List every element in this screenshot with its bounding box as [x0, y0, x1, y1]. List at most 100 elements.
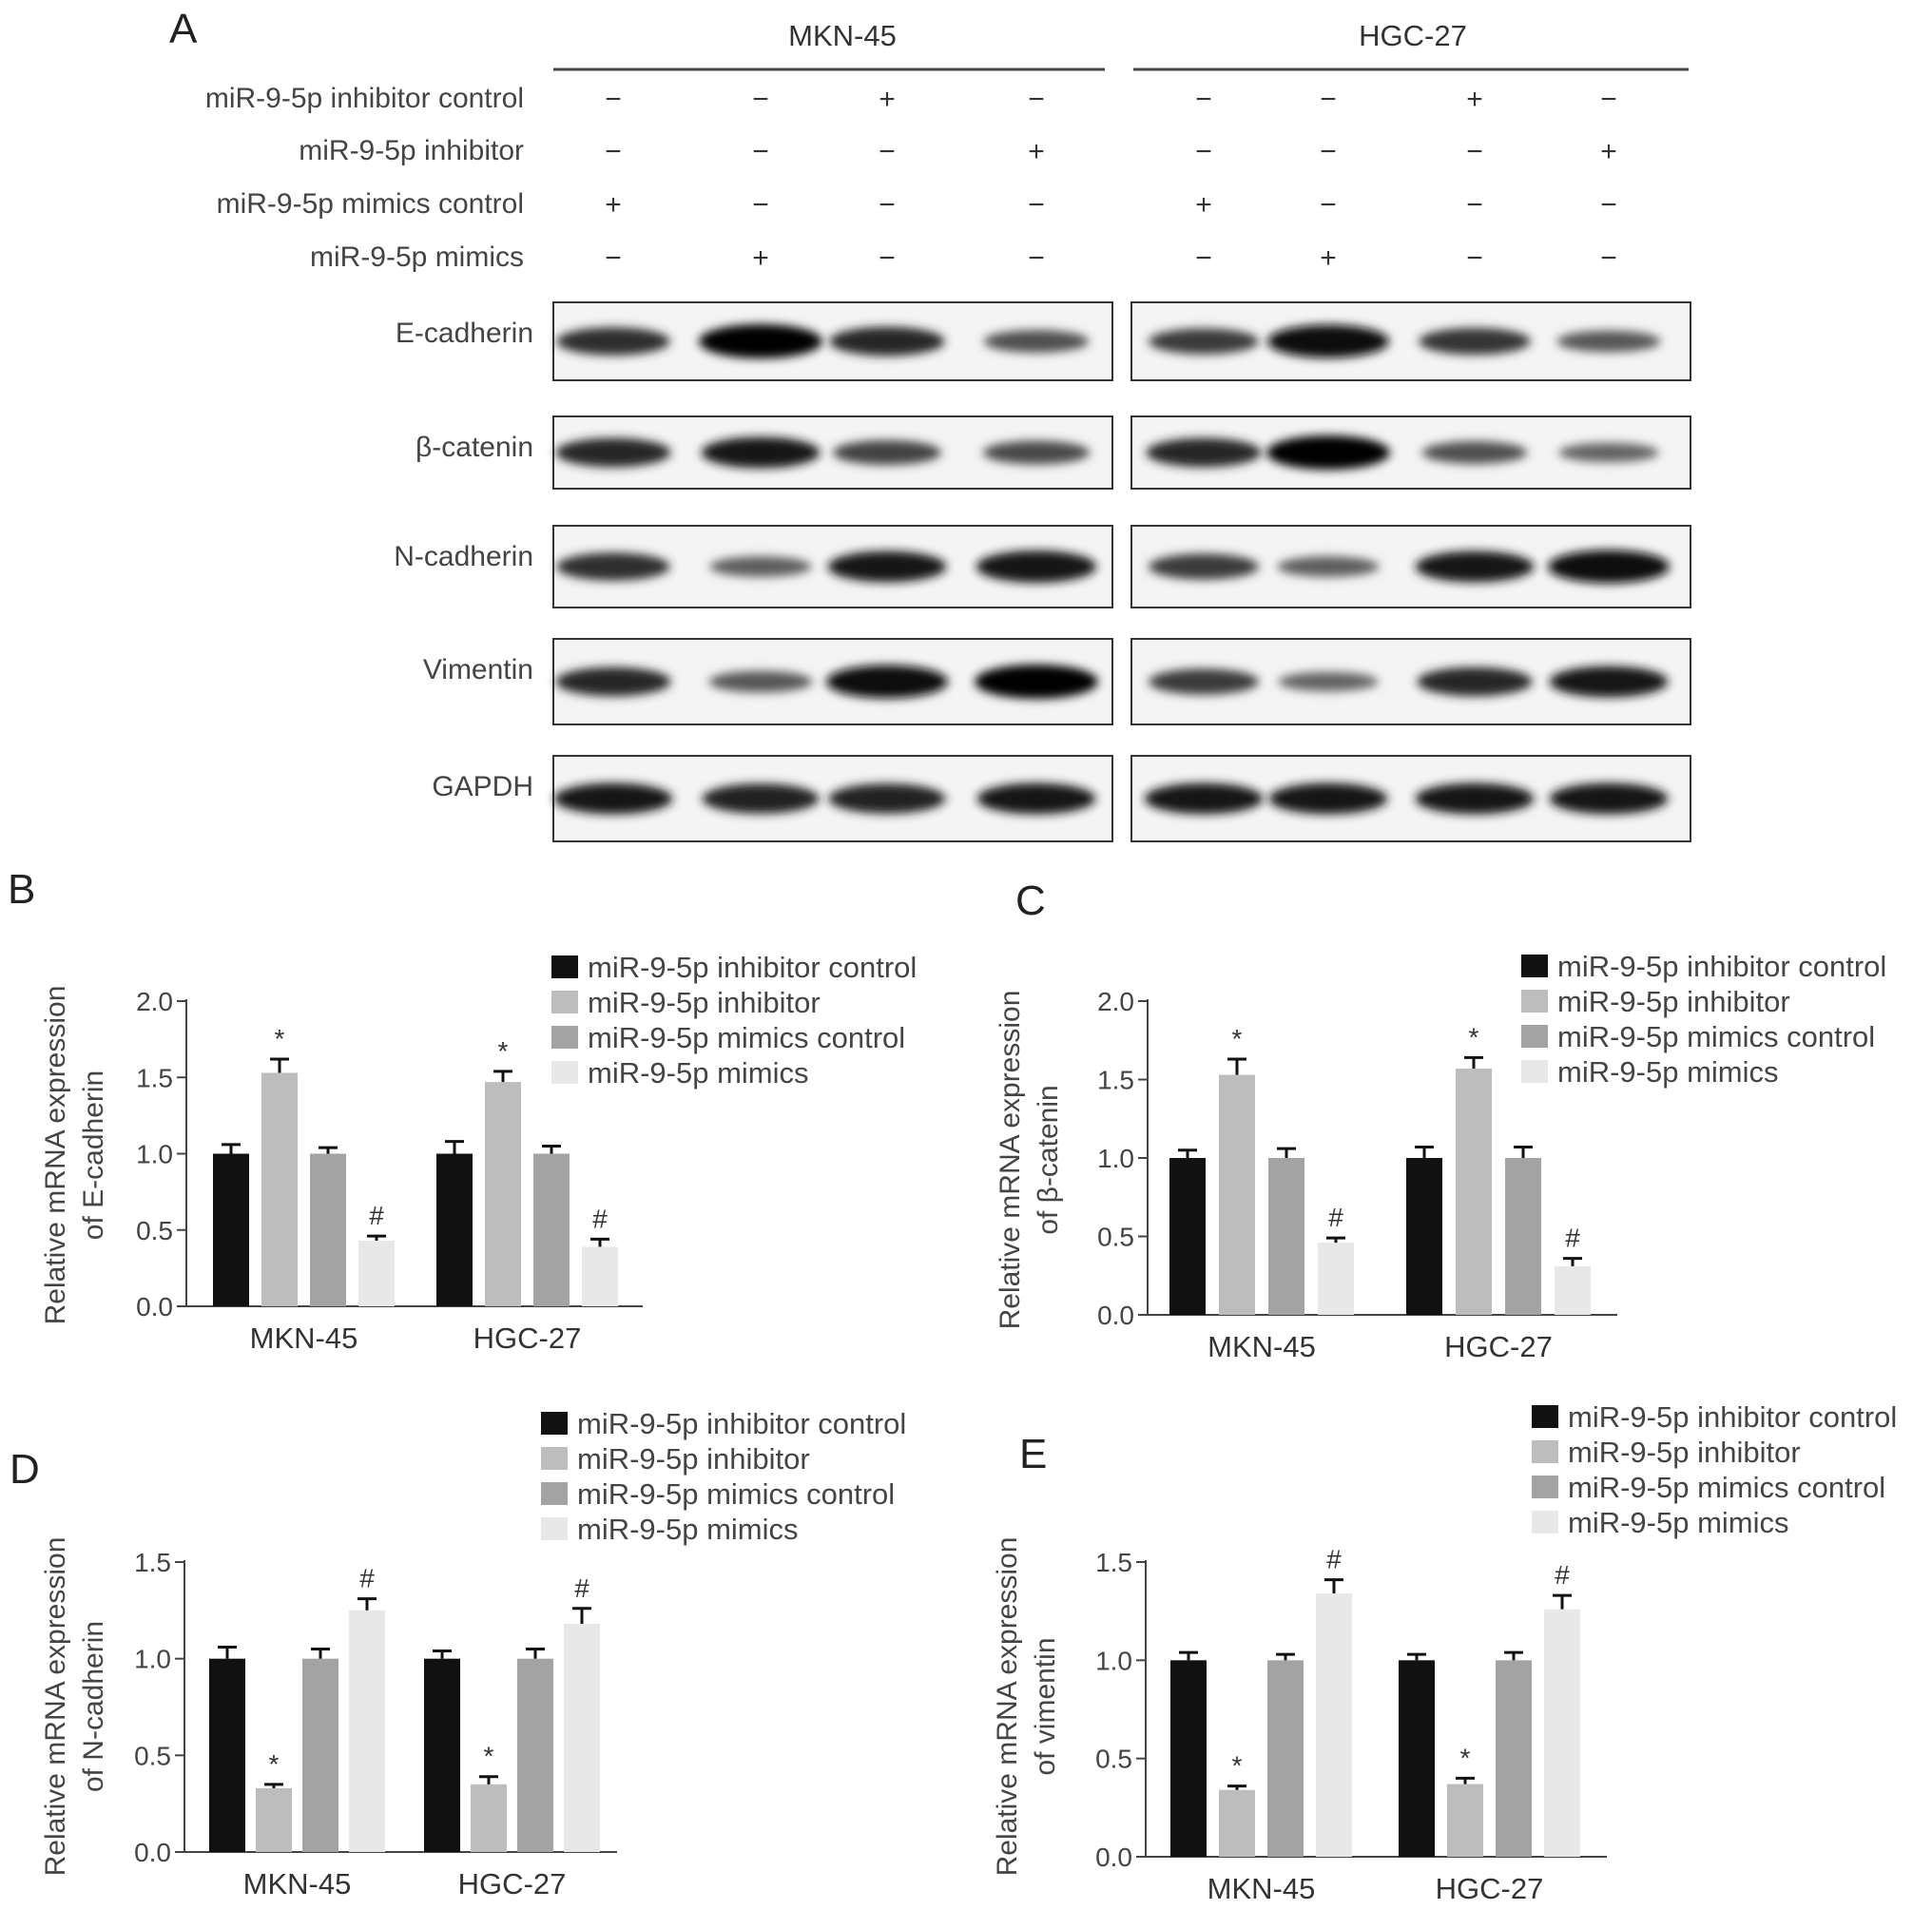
legend-swatch: [541, 1517, 568, 1540]
bar: [213, 1153, 249, 1306]
legend-swatch: [541, 1447, 568, 1470]
blot-band: [701, 436, 821, 469]
bar: [1456, 1068, 1492, 1315]
bar: [1267, 1660, 1304, 1857]
legend-swatch: [551, 991, 578, 1013]
blot-band: [976, 782, 1096, 815]
category-label: HGC-27: [1444, 1330, 1553, 1363]
blot-label: β-catenin: [415, 432, 533, 463]
treatment-sign: −: [1195, 84, 1212, 115]
cell-line-header: MKN-45: [788, 19, 897, 52]
blot-band: [555, 666, 671, 697]
significance-mark: #: [1326, 1545, 1342, 1574]
treatment-sign: −: [1600, 84, 1617, 115]
bar: [1316, 1593, 1352, 1857]
y-axis-label: of β-catenin: [1033, 1085, 1064, 1234]
bar: [302, 1658, 338, 1852]
y-tick-label: 0.0: [136, 1292, 173, 1322]
legend-entry: miR-9-5p inhibitor control: [588, 951, 917, 984]
category-label: HGC-27: [458, 1867, 567, 1900]
significance-mark: *: [275, 1024, 285, 1053]
chart-panel-B: B 0.0 0.5 1.0 1.5 2.0 Relative mRNA expression…: [8, 866, 917, 1355]
bar: [485, 1082, 521, 1306]
y-axis-label: of N-cadherin: [78, 1621, 109, 1792]
treatment-sign: −: [1028, 189, 1045, 221]
blot-band: [555, 437, 671, 468]
significance-mark: *: [1469, 1022, 1479, 1051]
significance-mark: *: [1460, 1743, 1471, 1772]
treatment-sign: −: [1320, 189, 1337, 221]
category-label: HGC-27: [1436, 1872, 1544, 1905]
bar: [310, 1153, 346, 1306]
blot-label: GAPDH: [432, 771, 533, 802]
blot-band: [983, 330, 1090, 353]
bar: [1406, 1158, 1442, 1315]
y-tick-label: 0.0: [134, 1838, 171, 1867]
blot-band: [699, 324, 822, 358]
legend-entry: miR-9-5p inhibitor: [588, 986, 821, 1019]
legend-swatch: [1521, 1025, 1548, 1048]
blot-band: [1421, 441, 1528, 464]
y-tick-label: 1.0: [134, 1645, 171, 1674]
y-tick-label: 1.5: [136, 1063, 173, 1092]
blot-band: [702, 783, 820, 814]
y-axis-label: Relative mRNA expression: [40, 1537, 71, 1877]
y-tick-label: 2.0: [136, 987, 173, 1016]
treatment-row-label: miR-9-5p inhibitor control: [205, 83, 524, 114]
bar: [1219, 1074, 1255, 1315]
blot-band: [1268, 782, 1388, 815]
treatment-sign: +: [1320, 242, 1337, 274]
treatment-sign: −: [1466, 242, 1483, 274]
significance-mark: *: [269, 1749, 280, 1779]
blot-band: [1556, 330, 1661, 353]
treatment-sign: −: [1195, 136, 1212, 167]
y-tick-label: 1.5: [134, 1548, 171, 1577]
significance-mark: *: [498, 1036, 509, 1066]
treatment-sign: −: [879, 136, 896, 167]
legend-entry: miR-9-5p mimics: [577, 1513, 799, 1546]
category-label: MKN-45: [1208, 1330, 1316, 1363]
y-tick-label: 1.0: [1097, 1144, 1134, 1173]
category-label: MKN-45: [1208, 1872, 1316, 1905]
bar-charts: B 0.0 0.5 1.0 1.5 2.0 Relative mRNA expression…: [8, 866, 1897, 1905]
blot-band: [829, 326, 945, 357]
legend-entry: miR-9-5p inhibitor control: [1557, 950, 1886, 983]
significance-mark: #: [359, 1564, 375, 1593]
chart-panel-D: D 0.0 0.5 1.0 1.5 Relative mRNA expression of …: [10, 1407, 906, 1900]
bar: [1505, 1158, 1541, 1315]
blot-band: [1415, 782, 1535, 815]
blot-band: [1419, 327, 1531, 356]
bar: [533, 1153, 570, 1306]
treatment-sign: +: [1466, 84, 1483, 115]
y-tick-label: 0.0: [1097, 1301, 1134, 1330]
panel-letter: B: [8, 866, 35, 913]
blot-band: [1144, 782, 1264, 815]
blot-band: [556, 327, 670, 356]
treatment-sign: −: [1028, 242, 1045, 274]
y-tick-label: 0.5: [136, 1216, 173, 1245]
blot-band: [1146, 437, 1262, 468]
treatment-sign: −: [1320, 136, 1337, 167]
panel-letter: C: [1015, 878, 1046, 924]
treatment-sign: +: [1028, 136, 1045, 167]
significance-mark: #: [1565, 1224, 1580, 1253]
treatment-sign: −: [1600, 242, 1617, 274]
blot-band: [1558, 442, 1659, 463]
bar: [1219, 1789, 1255, 1857]
bar: [517, 1658, 553, 1852]
bar: [424, 1658, 460, 1852]
legend-entry: miR-9-5p mimics: [1557, 1055, 1779, 1089]
category-label: MKN-45: [243, 1867, 352, 1900]
blot-band: [832, 439, 942, 466]
blot-band: [1149, 668, 1259, 695]
legend-entry: miR-9-5p inhibitor control: [1568, 1400, 1897, 1434]
legend-swatch: [1521, 1060, 1548, 1083]
legend-entry: miR-9-5p mimics: [588, 1056, 809, 1090]
y-axis-label: of E-cadherin: [78, 1071, 109, 1240]
significance-mark: #: [574, 1573, 589, 1603]
legend-entry: miR-9-5p mimics control: [588, 1021, 905, 1054]
blot-band: [1547, 550, 1671, 584]
bar: [1268, 1158, 1304, 1315]
blot-band: [708, 670, 813, 693]
treatment-sign: −: [752, 136, 769, 167]
